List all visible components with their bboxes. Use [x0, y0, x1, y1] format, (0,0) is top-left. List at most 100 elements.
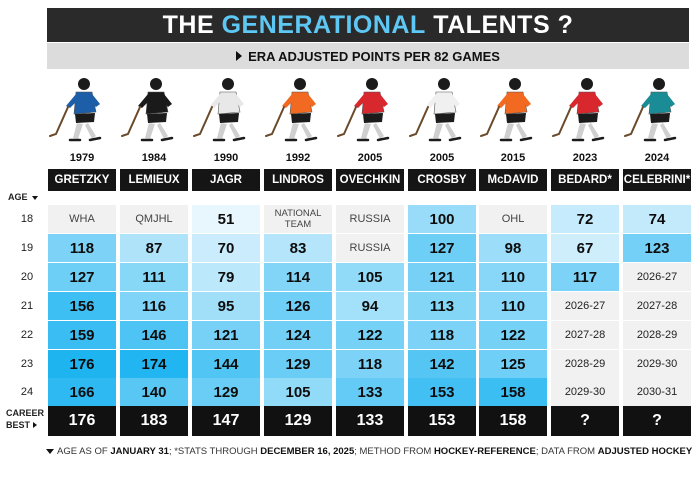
table-cell: 118 — [48, 234, 116, 262]
table-cell: 129 — [264, 350, 332, 378]
table-cell: OHL — [479, 205, 547, 233]
table-cell: 70 — [192, 234, 260, 262]
career-best-value: 183 — [120, 406, 188, 436]
footnote-bold: DECEMBER 16, 2025 — [260, 446, 355, 457]
table-cell: 116 — [120, 292, 188, 320]
draft-year: 2015 — [500, 152, 526, 164]
table-cell: 83 — [264, 234, 332, 262]
table-cell: 67 — [551, 234, 619, 262]
footnote-text: ; *STATS THROUGH — [168, 446, 261, 457]
career-best-value: 129 — [264, 406, 332, 436]
age-label: 24 — [20, 386, 34, 398]
career-best-value: ? — [623, 406, 691, 436]
table-cell: 105 — [336, 263, 404, 291]
table-cell: 156 — [48, 292, 116, 320]
table-cell: 142 — [408, 350, 476, 378]
draft-year: 2005 — [429, 152, 455, 164]
age-label: 20 — [20, 271, 34, 283]
footnote-text: ; METHOD FROM — [354, 446, 434, 457]
table-cell: 126 — [264, 292, 332, 320]
draft-year: 1984 — [141, 152, 167, 164]
table-cell: 111 — [120, 263, 188, 291]
age-label: 22 — [20, 329, 34, 341]
table-cell: 2028-29 — [551, 350, 619, 378]
player-photo — [190, 74, 262, 148]
table-cell: 153 — [408, 378, 476, 406]
title-pre: THE — [162, 10, 222, 39]
hockey-player-icon — [193, 78, 246, 142]
table-cell: 123 — [623, 234, 691, 262]
age-label: 18 — [20, 213, 34, 225]
age-header-label: AGE — [8, 192, 28, 202]
triangle-down-icon — [46, 448, 54, 454]
player-name-header: GRETZKY — [48, 169, 116, 191]
table-cell: 2030-31 — [623, 378, 691, 406]
table-cell: 2029-30 — [551, 378, 619, 406]
table-cell: 121 — [408, 263, 476, 291]
table-cell: 158 — [479, 378, 547, 406]
hockey-player-icon — [49, 78, 102, 142]
chart-title: THE GENERATIONAL TALENTS ? — [47, 8, 689, 42]
chart-subtitle: ERA ADJUSTED POINTS PER 82 GAMES — [47, 43, 689, 69]
table-cell: 110 — [479, 263, 547, 291]
table-cell: 74 — [623, 205, 691, 233]
table-cell: RUSSIA — [336, 205, 404, 233]
career-best-value: 176 — [48, 406, 116, 436]
table-cell: 129 — [192, 378, 260, 406]
draft-year: 2024 — [644, 152, 670, 164]
table-cell: 2027-28 — [551, 321, 619, 349]
table-cell: 2027-28 — [623, 292, 691, 320]
table-cell: 72 — [551, 205, 619, 233]
age-label: 23 — [20, 358, 34, 370]
table-cell: 118 — [408, 321, 476, 349]
career-best-label: CAREER BEST — [6, 407, 44, 431]
career-best-value: 158 — [479, 406, 547, 436]
player-photo — [118, 74, 190, 148]
table-cell: RUSSIA — [336, 234, 404, 262]
career-best-value: 153 — [408, 406, 476, 436]
table-cell: 127 — [48, 263, 116, 291]
table-cell: 140 — [120, 378, 188, 406]
table-cell: 95 — [192, 292, 260, 320]
table-cell: QMJHL — [120, 205, 188, 233]
table-cell: 94 — [336, 292, 404, 320]
table-cell: NATIONAL TEAM — [264, 205, 332, 233]
career-label: CAREER — [6, 408, 45, 418]
hockey-player-icon — [409, 78, 462, 142]
footnote-bold: JANUARY 31 — [110, 446, 169, 457]
table-cell: 79 — [192, 263, 260, 291]
hockey-player-icon — [337, 78, 390, 142]
player-photo — [477, 74, 549, 148]
table-cell: 117 — [551, 263, 619, 291]
table-cell: 122 — [336, 321, 404, 349]
draft-year: 1992 — [285, 152, 311, 164]
player-name-header: LEMIEUX — [120, 169, 188, 191]
footnote: AGE AS OF JANUARY 31; *STATS THROUGH DEC… — [46, 446, 692, 457]
player-photo — [549, 74, 621, 148]
title-post: TALENTS ? — [425, 10, 574, 39]
table-cell: 87 — [120, 234, 188, 262]
draft-year: 2005 — [357, 152, 383, 164]
table-cell: 122 — [479, 321, 547, 349]
player-name-header: McDAVID — [479, 169, 547, 191]
draft-year: 1979 — [69, 152, 95, 164]
play-triangle-small-icon — [32, 422, 37, 428]
table-cell: 2026-27 — [551, 292, 619, 320]
table-cell: 166 — [48, 378, 116, 406]
table-cell: 110 — [479, 292, 547, 320]
table-cell: 2029-30 — [623, 350, 691, 378]
hockey-player-icon — [552, 78, 605, 142]
hockey-player-icon — [480, 78, 533, 142]
subtitle-text: ERA ADJUSTED POINTS PER 82 GAMES — [248, 48, 500, 64]
table-cell: 105 — [264, 378, 332, 406]
player-name-header: OVECHKIN — [336, 169, 404, 191]
play-triangle-icon — [236, 51, 243, 61]
table-cell: 127 — [408, 234, 476, 262]
age-label: 21 — [20, 300, 34, 312]
table-cell: 144 — [192, 350, 260, 378]
table-cell: 2026-27 — [623, 263, 691, 291]
table-cell: 113 — [408, 292, 476, 320]
draft-year: 1990 — [213, 152, 239, 164]
table-cell: 146 — [120, 321, 188, 349]
table-cell: 176 — [48, 350, 116, 378]
